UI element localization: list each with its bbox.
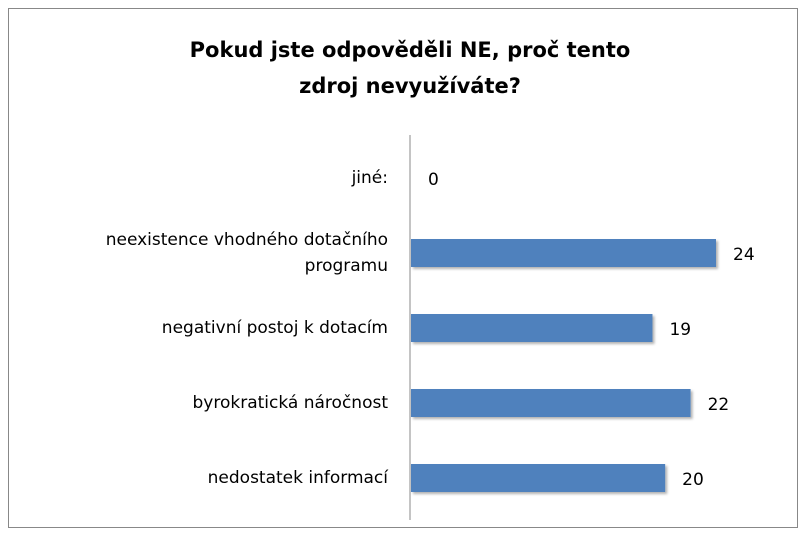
bar	[411, 314, 653, 342]
chart-frame	[8, 8, 798, 528]
value-label: 19	[669, 320, 691, 340]
value-label: 0	[428, 170, 439, 190]
bar	[411, 389, 691, 417]
bar	[411, 239, 716, 267]
category-label: jiné:	[351, 168, 388, 188]
category-label: byrokratická náročnost	[192, 393, 388, 413]
bar	[411, 464, 666, 492]
value-label: 24	[733, 245, 755, 265]
value-label: 22	[708, 395, 730, 415]
value-label: 20	[682, 470, 704, 490]
category-label: negativní postoj k dotacím	[161, 318, 388, 338]
chart-title: Pokud jste odpověděli NE, proč tento zdr…	[189, 38, 631, 98]
category-label: neexistence vhodného dotačního programu	[105, 230, 388, 276]
category-label: nedostatek informací	[207, 468, 388, 488]
